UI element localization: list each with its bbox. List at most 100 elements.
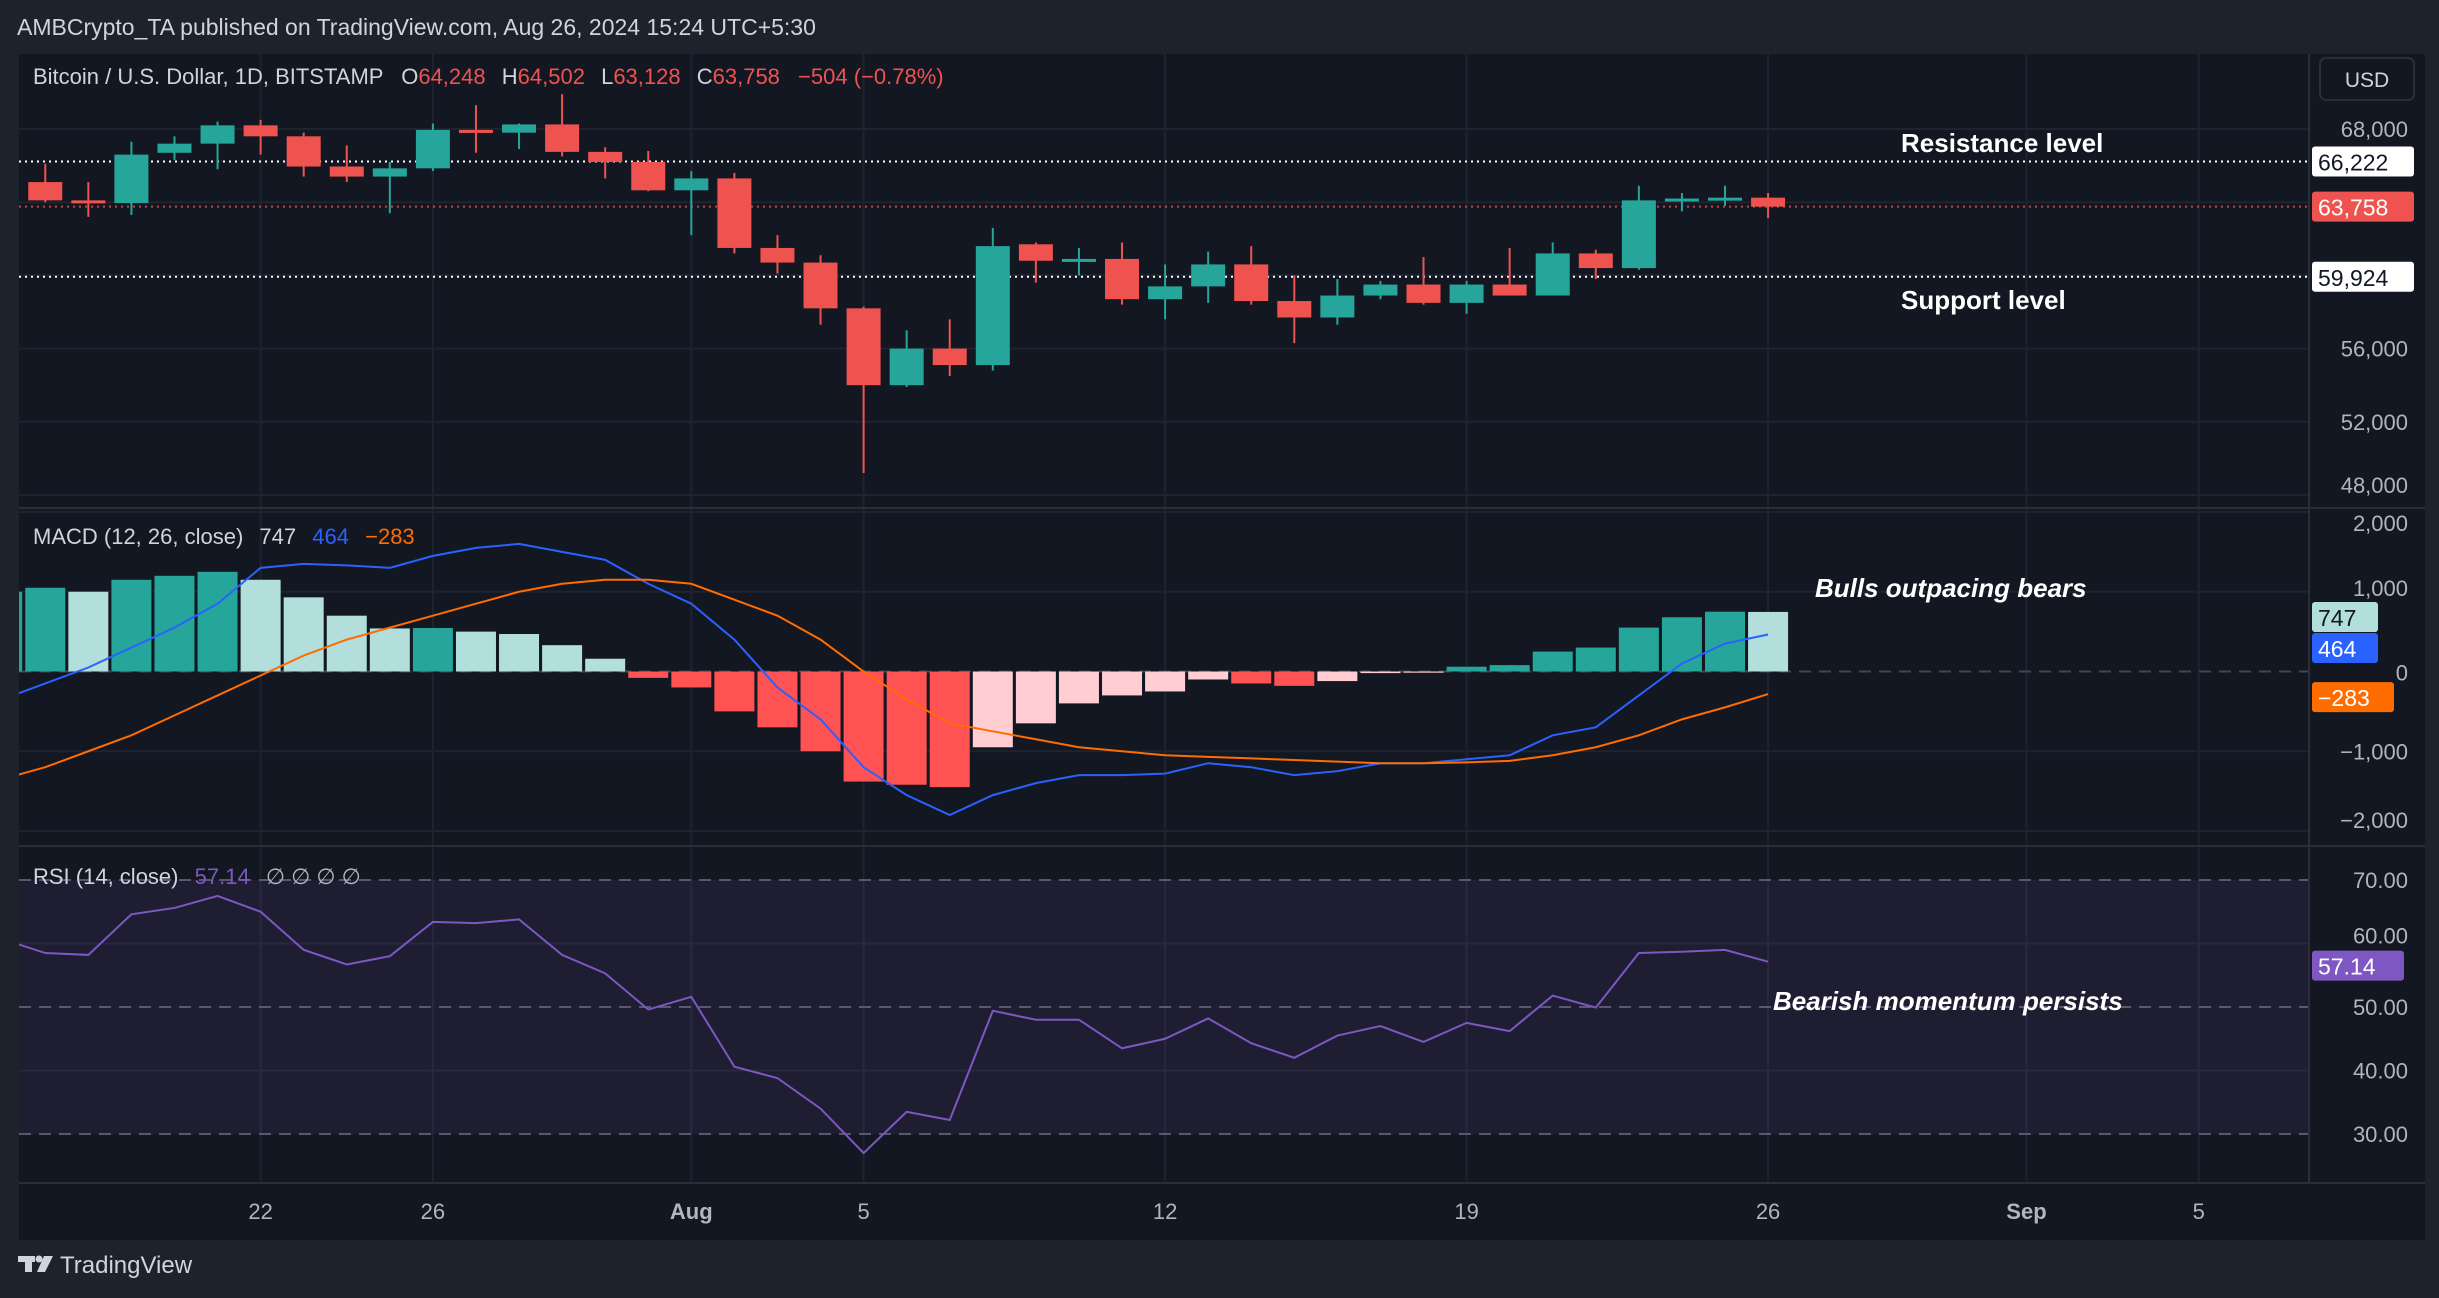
- candle-body: [1148, 286, 1183, 300]
- rsi-annotation: Bearish momentum persists: [1773, 986, 2123, 1016]
- support-price-tag-text: 59,924: [2318, 265, 2389, 291]
- macd-histogram-bar: [1274, 671, 1315, 686]
- macd-histogram-bar: [714, 671, 755, 712]
- macd-title: MACD (12, 26, close): [33, 524, 243, 549]
- macd-histogram-bar: [111, 579, 152, 672]
- candle: [1105, 242, 1140, 305]
- candle: [1449, 280, 1484, 314]
- macd-tick-label: 0: [2396, 661, 2408, 686]
- last-price-tag: 63,758: [2312, 191, 2414, 222]
- candle-body: [1234, 264, 1269, 302]
- macd-histogram-bar: [843, 671, 884, 782]
- currency-label[interactable]: USD: [2345, 69, 2389, 92]
- macd-signal-tag-box: [2312, 682, 2394, 713]
- candle: [1621, 185, 1656, 270]
- macd-line-tag-box: [2312, 633, 2378, 663]
- price-tick-label: 52,000: [2341, 410, 2408, 435]
- macd-histogram-bar: [412, 628, 453, 672]
- candle-body: [502, 124, 537, 133]
- candle: [243, 119, 278, 155]
- rsi-tick-label: 60.00: [2353, 924, 2408, 949]
- macd-histogram-bar: [972, 671, 1013, 748]
- candle-body: [200, 125, 235, 144]
- candle-body: [1621, 200, 1656, 269]
- price-tick-label: 48,000: [2341, 473, 2408, 498]
- candle: [889, 330, 924, 388]
- macd-histogram-bar: [585, 658, 626, 672]
- close-value: 63,758: [713, 64, 780, 89]
- candle: [717, 172, 752, 254]
- macd-histogram-bar: [1145, 671, 1186, 692]
- macd-histogram-bar: [154, 575, 195, 672]
- low-label: L: [601, 64, 613, 89]
- macd-histogram-bar: [326, 615, 367, 672]
- candle: [846, 306, 881, 474]
- open-value: 64,248: [418, 64, 485, 89]
- rsi-value: 57.14: [195, 864, 250, 889]
- symbol-legend: Bitcoin / U.S. Dollar, 1D, BITSTAMP O64,…: [33, 64, 944, 89]
- macd-annotation: Bulls outpacing bears: [1815, 573, 2087, 603]
- candle: [1664, 193, 1699, 212]
- candle: [157, 136, 192, 161]
- tradingview-logo: TradingView: [18, 1252, 193, 1279]
- candle: [1234, 246, 1269, 305]
- candle-body: [588, 151, 623, 162]
- rsi-tick-label: 30.00: [2353, 1122, 2408, 1147]
- macd-histogram-bar: [1403, 671, 1444, 673]
- resistance-price-tag: 66,222: [2312, 146, 2414, 177]
- x-tick-label: 5: [857, 1199, 869, 1224]
- currency-button[interactable]: USD: [2319, 57, 2415, 101]
- candle-body: [1105, 258, 1140, 300]
- x-tick-label: 26: [1756, 1199, 1780, 1224]
- rsi-band: [19, 880, 2309, 1134]
- candle-body: [243, 125, 278, 137]
- candle: [1191, 251, 1226, 303]
- candle: [329, 145, 364, 183]
- candle-body: [1708, 197, 1742, 201]
- price-tick-label: 56,000: [2341, 337, 2408, 362]
- price-tick-label: 68,000: [2341, 117, 2408, 142]
- candle: [71, 182, 106, 217]
- support-price-tag-box: [2312, 261, 2414, 292]
- candle: [1018, 242, 1053, 283]
- rsi-legend: RSI (14, close) 57.14 ∅ ∅ ∅ ∅: [33, 864, 361, 889]
- candle: [1148, 264, 1183, 320]
- macd-histogram-bar: [671, 671, 712, 688]
- macd-tick-label: −1,000: [2340, 739, 2408, 764]
- rsi-plot: [19, 894, 1769, 1155]
- candle: [975, 227, 1010, 371]
- macd-histogram-bar: [1058, 671, 1099, 704]
- candle: [1406, 257, 1441, 305]
- resistance-annotation: Resistance level: [1901, 128, 2103, 158]
- candle-body: [28, 182, 63, 201]
- candle: [1708, 185, 1742, 206]
- candle-body: [1277, 301, 1312, 318]
- macd-histogram-bar: [1188, 671, 1229, 680]
- x-tick-label: 22: [248, 1199, 272, 1224]
- rsi-tick-label: 40.00: [2353, 1059, 2408, 1084]
- macd-histogram-bar: [1360, 671, 1401, 674]
- candle-body: [1191, 264, 1226, 287]
- candle-body: [1492, 284, 1527, 296]
- rsi-extra-values: ∅ ∅ ∅ ∅: [266, 864, 361, 889]
- rsi-tick-label: 70.00: [2353, 868, 2408, 893]
- macd-histogram-bar: [1102, 671, 1143, 696]
- macd-histogram-bar: [757, 671, 798, 728]
- candle-body: [1664, 198, 1699, 202]
- x-tick-label: 12: [1153, 1199, 1177, 1224]
- macd-histogram-bar: [197, 571, 238, 672]
- candle: [1320, 279, 1355, 325]
- macd-tick-label: 1,000: [2353, 576, 2408, 601]
- macd-tick-label: −2,000: [2340, 808, 2408, 833]
- candle: [1277, 275, 1312, 344]
- macd-histogram-bar: [369, 628, 410, 672]
- candle: [545, 94, 580, 157]
- macd-histogram-bar: [1532, 651, 1573, 672]
- candle: [760, 235, 795, 274]
- candle-body: [415, 129, 450, 169]
- axes: 22 26 Aug 5 12 19 26 Sep 5 68,000 56,000 52,000 48,0…: [248, 117, 2408, 1224]
- candle: [588, 147, 623, 179]
- candle: [803, 255, 838, 325]
- candle-body: [329, 166, 364, 177]
- candle: [372, 161, 407, 214]
